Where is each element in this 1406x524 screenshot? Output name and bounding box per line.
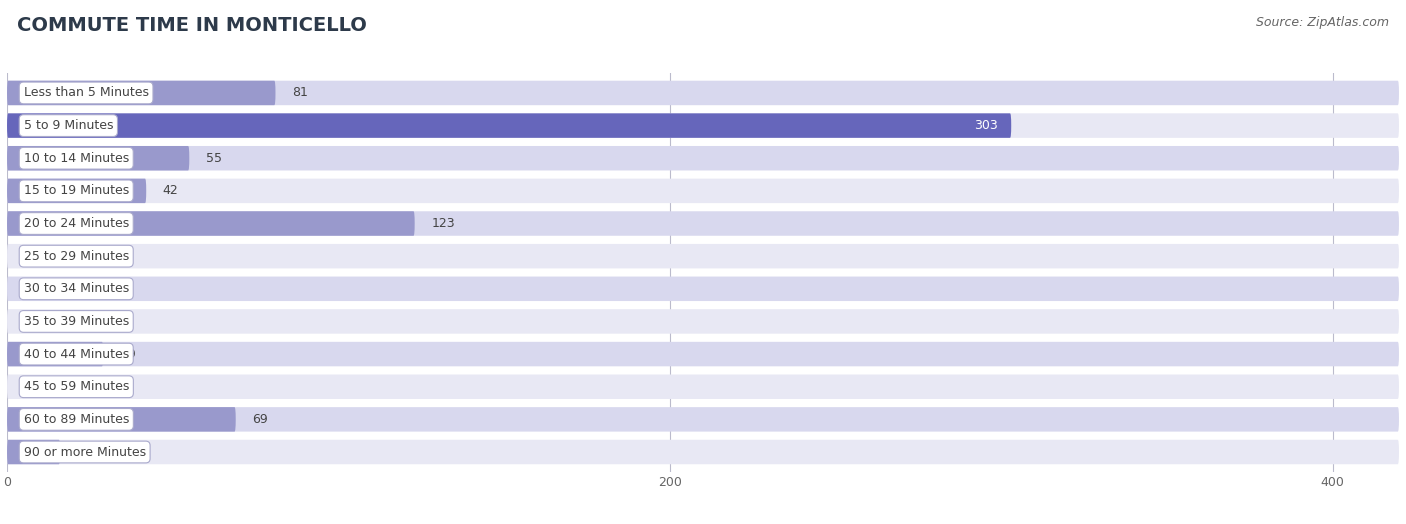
FancyBboxPatch shape xyxy=(7,440,60,464)
FancyBboxPatch shape xyxy=(7,211,1399,236)
Text: 0: 0 xyxy=(24,315,31,328)
Text: 81: 81 xyxy=(292,86,308,100)
Text: Source: ZipAtlas.com: Source: ZipAtlas.com xyxy=(1256,16,1389,29)
Text: Less than 5 Minutes: Less than 5 Minutes xyxy=(24,86,149,100)
FancyBboxPatch shape xyxy=(7,277,1399,301)
FancyBboxPatch shape xyxy=(7,146,1399,170)
Text: 69: 69 xyxy=(252,413,269,426)
Text: 35 to 39 Minutes: 35 to 39 Minutes xyxy=(24,315,129,328)
FancyBboxPatch shape xyxy=(7,407,236,432)
Text: 10 to 14 Minutes: 10 to 14 Minutes xyxy=(24,152,129,165)
FancyBboxPatch shape xyxy=(7,440,1399,464)
FancyBboxPatch shape xyxy=(7,244,1399,268)
Text: 5 to 9 Minutes: 5 to 9 Minutes xyxy=(24,119,112,132)
FancyBboxPatch shape xyxy=(7,179,146,203)
Text: 60 to 89 Minutes: 60 to 89 Minutes xyxy=(24,413,129,426)
Text: 55: 55 xyxy=(205,152,222,165)
FancyBboxPatch shape xyxy=(7,211,415,236)
FancyBboxPatch shape xyxy=(7,342,1399,366)
Text: 45 to 59 Minutes: 45 to 59 Minutes xyxy=(24,380,129,393)
Text: 20 to 24 Minutes: 20 to 24 Minutes xyxy=(24,217,129,230)
FancyBboxPatch shape xyxy=(7,81,276,105)
FancyBboxPatch shape xyxy=(7,113,1011,138)
Text: 30 to 34 Minutes: 30 to 34 Minutes xyxy=(24,282,129,296)
Text: 25 to 29 Minutes: 25 to 29 Minutes xyxy=(24,249,129,263)
Text: 90 or more Minutes: 90 or more Minutes xyxy=(24,445,146,458)
FancyBboxPatch shape xyxy=(7,342,103,366)
FancyBboxPatch shape xyxy=(7,179,1399,203)
Text: 0: 0 xyxy=(24,380,31,393)
Text: 42: 42 xyxy=(163,184,179,198)
Text: 16: 16 xyxy=(77,445,93,458)
FancyBboxPatch shape xyxy=(7,81,1399,105)
Text: 123: 123 xyxy=(432,217,456,230)
FancyBboxPatch shape xyxy=(7,309,1399,334)
Text: 29: 29 xyxy=(120,347,135,361)
FancyBboxPatch shape xyxy=(7,113,1399,138)
Text: 0: 0 xyxy=(24,282,31,296)
Text: COMMUTE TIME IN MONTICELLO: COMMUTE TIME IN MONTICELLO xyxy=(17,16,367,35)
FancyBboxPatch shape xyxy=(7,407,1399,432)
FancyBboxPatch shape xyxy=(7,146,190,170)
Text: 0: 0 xyxy=(24,249,31,263)
Text: 40 to 44 Minutes: 40 to 44 Minutes xyxy=(24,347,129,361)
Text: 15 to 19 Minutes: 15 to 19 Minutes xyxy=(24,184,129,198)
Text: 303: 303 xyxy=(974,119,998,132)
FancyBboxPatch shape xyxy=(7,375,1399,399)
